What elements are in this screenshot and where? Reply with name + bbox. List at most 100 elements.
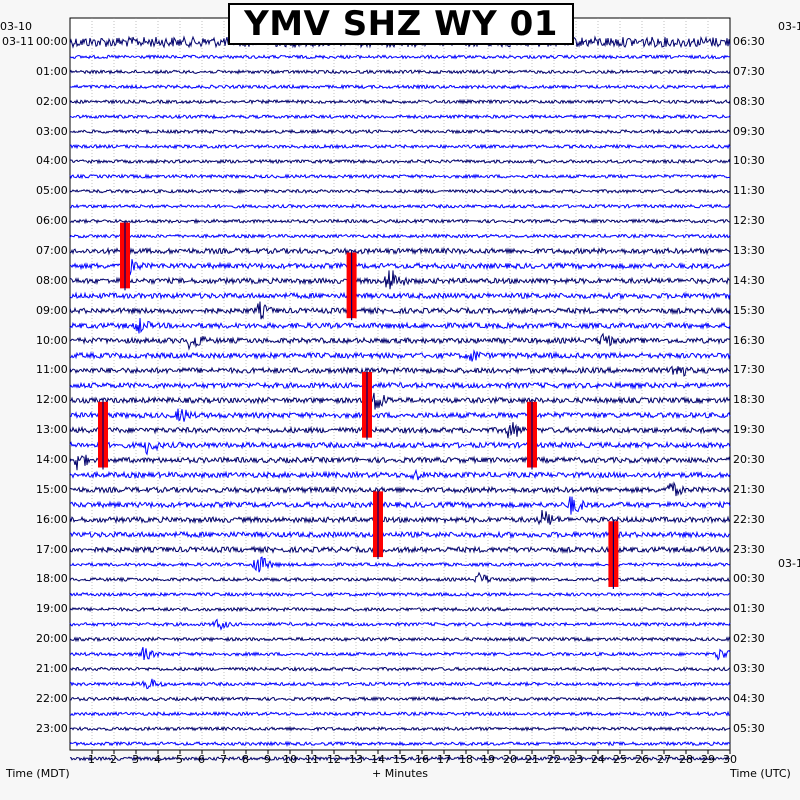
trace-line: [69, 710, 731, 717]
x-tick-label: 11: [305, 753, 319, 766]
left-hour-label: 21:00: [36, 662, 68, 676]
trace-line: [69, 246, 731, 256]
x-tick-label: 17: [437, 753, 451, 766]
trace-line: [69, 591, 731, 598]
x-tick-label: 9: [264, 753, 271, 766]
trace-line: [69, 233, 731, 239]
left-hour-label: 22:00: [36, 691, 68, 705]
trace-line: [69, 365, 731, 377]
trace-line: [69, 695, 731, 702]
x-tick-label: 29: [701, 753, 715, 766]
x-tick-label: 25: [613, 753, 627, 766]
trace-line: [69, 481, 731, 497]
left-hour-label: 14:00: [36, 453, 68, 467]
left-hour-label: 15:00: [36, 482, 68, 496]
right-hour-label: 11:30: [733, 184, 765, 198]
right-hour-label: 13:30: [733, 244, 765, 258]
trace-line: [69, 301, 731, 320]
trace-line: [69, 408, 731, 422]
right-hour-label: 00:30: [733, 572, 765, 586]
left-hour-label: 03:00: [36, 124, 68, 138]
trace-line: [69, 173, 731, 180]
left-hour-label: 18:00: [36, 572, 68, 586]
trace-line: [69, 291, 731, 301]
trace-line: [69, 270, 731, 290]
left-hour-label: 16:00: [36, 512, 68, 526]
x-tick-label: 15: [393, 753, 407, 766]
trace-line: [69, 545, 731, 555]
x-tick-label: 23: [569, 753, 583, 766]
left-date-label-2: 03-11: [2, 35, 34, 48]
x-tick-label: 1: [88, 753, 95, 766]
x-tick-label: 6: [198, 753, 205, 766]
right-hour-label: 09:30: [733, 124, 765, 138]
left-hour-label: 23:00: [36, 721, 68, 735]
right-hour-label: 14:30: [733, 273, 765, 287]
left-hour-label: 05:00: [36, 184, 68, 198]
x-tick-label: 28: [679, 753, 693, 766]
trace-line: [69, 349, 731, 362]
left-hour-label: 09:00: [36, 303, 68, 317]
right-hour-label: 21:30: [733, 482, 765, 496]
trace-line: [69, 332, 731, 351]
trace-line: [69, 454, 731, 471]
x-tick-label: 13: [349, 753, 363, 766]
trace-line: [69, 725, 731, 732]
trace-line: [69, 665, 731, 672]
x-tick-label: 8: [242, 753, 249, 766]
right-hour-label: 03:30: [733, 662, 765, 676]
left-hour-label: 00:00: [36, 35, 68, 48]
x-tick-label: 30: [723, 753, 737, 766]
x-tick-label: 5: [176, 753, 183, 766]
trace-line: [69, 143, 731, 150]
x-tick-label: 19: [481, 753, 495, 766]
right-hour-label: 04:30: [733, 691, 765, 705]
trace-line: [69, 53, 731, 60]
x-tick-label: 20: [503, 753, 517, 766]
trace-line: [69, 636, 731, 643]
trace-line: [69, 755, 731, 762]
x-tick-label: 26: [635, 753, 649, 766]
right-hour-label: 06:30: [733, 35, 765, 48]
trace-line: [69, 496, 731, 515]
left-hour-label: 11:00: [36, 363, 68, 377]
x-tick-label: 27: [657, 753, 671, 766]
chart-title-box: YMV SHZ WY 01: [228, 3, 574, 45]
left-hour-label: 08:00: [36, 273, 68, 287]
left-hour-label: 12:00: [36, 393, 68, 407]
trace-line: [69, 218, 731, 225]
right-hour-label: 22:30: [733, 512, 765, 526]
x-tick-label: 14: [371, 753, 385, 766]
right-hour-label: 16:30: [733, 333, 765, 347]
trace-line: [69, 98, 731, 105]
right-hour-label: 01:30: [733, 602, 765, 616]
right-hour-label: 05:30: [733, 721, 765, 735]
trace-line: [69, 68, 731, 75]
trace-line: [69, 83, 731, 90]
right-date-label-2: 03-1: [778, 557, 800, 570]
left-hour-label: 02:00: [36, 94, 68, 108]
x-tick-label: 2: [110, 753, 117, 766]
trace-line: [69, 678, 731, 690]
right-hour-label: 07:30: [733, 64, 765, 78]
trace-line: [69, 422, 731, 439]
trace-line: [69, 113, 731, 120]
left-hour-label: 13:00: [36, 423, 68, 437]
right-hour-label: 08:30: [733, 94, 765, 108]
x-tick-label: 21: [525, 753, 539, 766]
trace-line: [69, 606, 731, 613]
left-hour-label: 06:00: [36, 214, 68, 228]
right-hour-label: 19:30: [733, 423, 765, 437]
x-tick-label: 24: [591, 753, 605, 766]
x-tick-label: 22: [547, 753, 561, 766]
trace-line: [69, 392, 731, 410]
trace-line: [69, 530, 731, 540]
trace-line: [69, 556, 731, 573]
trace-line: [69, 647, 731, 661]
trace-line: [69, 318, 731, 334]
right-hour-label: 10:30: [733, 154, 765, 168]
trace-line: [69, 468, 731, 481]
x-tick-label: 12: [327, 753, 341, 766]
